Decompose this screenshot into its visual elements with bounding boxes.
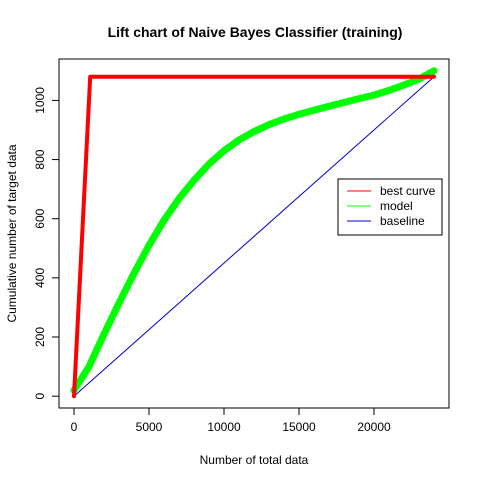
x-tick-label: 5000 (136, 420, 163, 434)
legend-box (337, 178, 443, 236)
series-layer (70, 67, 438, 399)
y-tick-label: 1000 (33, 87, 47, 114)
series-line-baseline (73, 76, 435, 397)
x-axis-label: Number of total data (200, 453, 309, 467)
legend-label-best-curve: best curve (380, 184, 436, 198)
y-tick-label: 400 (33, 268, 47, 288)
legend: best curve model baseline (337, 178, 443, 236)
series-line-best-curve (72, 74, 436, 399)
y-axis: 0 200 400 600 800 1000 (33, 87, 60, 400)
legend-label-model: model (380, 199, 413, 213)
chart-title: Lift chart of Naive Bayes Classifier (tr… (108, 24, 403, 40)
x-tick-label: 20000 (357, 420, 391, 434)
x-tick-label: 15000 (282, 420, 316, 434)
y-axis-label: Cumulative number of target data (5, 144, 19, 322)
y-tick-label: 600 (33, 208, 47, 228)
series-line-model (70, 67, 438, 394)
legend-label-baseline: baseline (380, 214, 425, 228)
y-tick-label: 0 (33, 393, 47, 400)
y-tick-label: 200 (33, 327, 47, 347)
x-tick-label: 10000 (207, 420, 241, 434)
x-tick-label: 0 (71, 420, 78, 434)
y-tick-label: 800 (33, 149, 47, 169)
x-axis: 0 5000 10000 15000 20000 (71, 407, 391, 434)
